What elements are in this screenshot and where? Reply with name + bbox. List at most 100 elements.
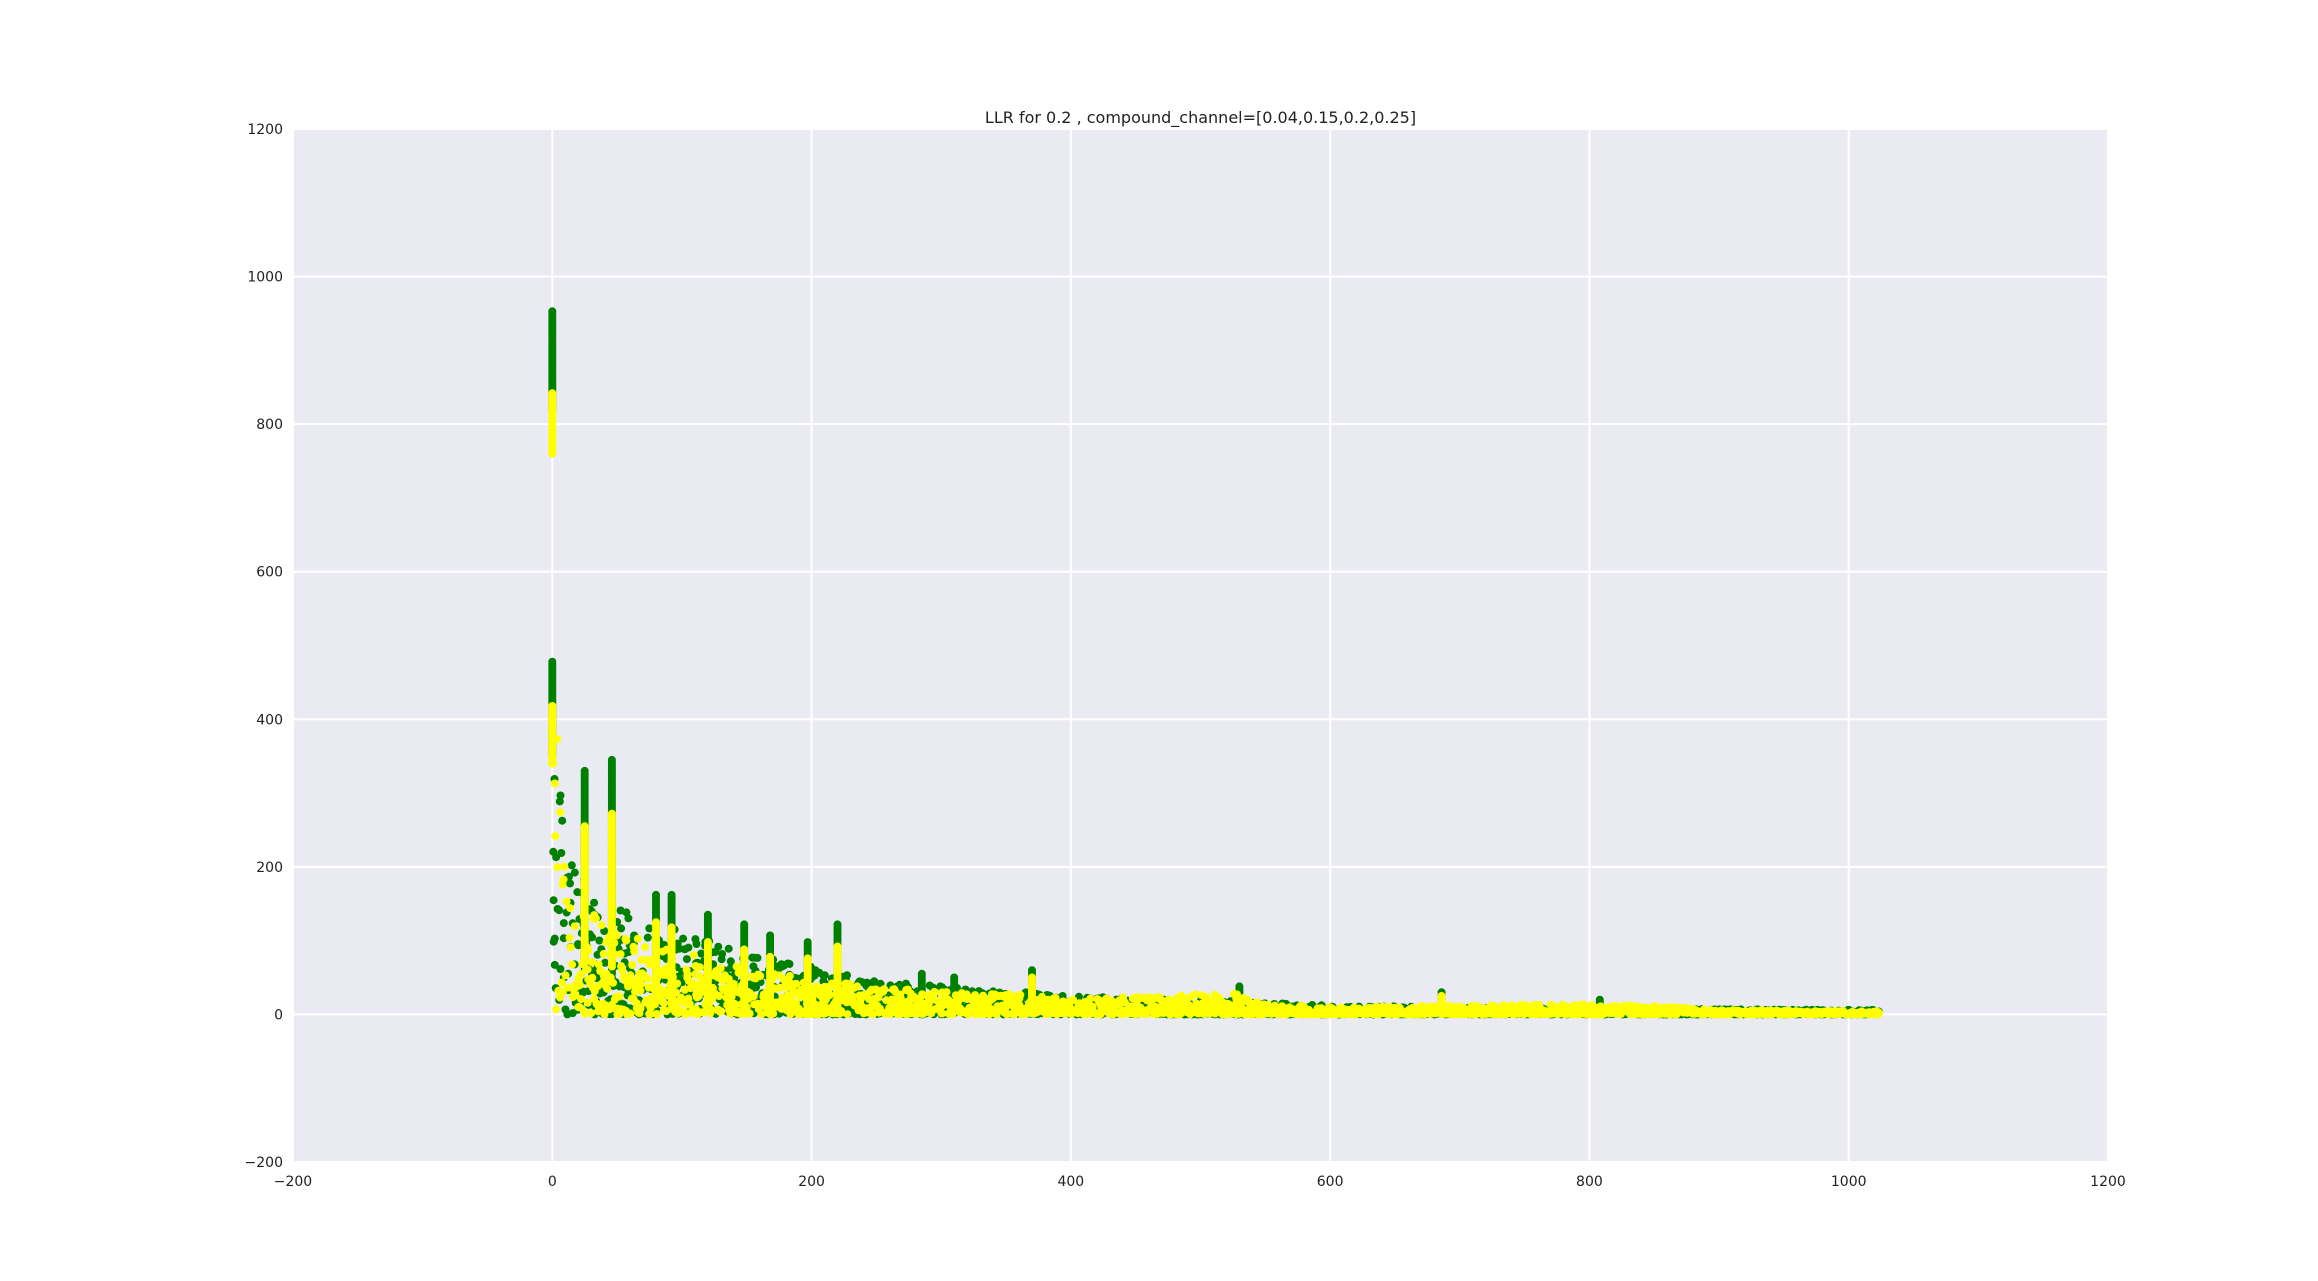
data-point xyxy=(943,988,951,996)
data-point xyxy=(634,935,642,943)
data-point xyxy=(660,999,668,1007)
data-point xyxy=(696,963,704,971)
data-point xyxy=(571,922,579,930)
data-point xyxy=(618,967,626,975)
data-point xyxy=(577,995,585,1003)
data-point xyxy=(548,389,556,397)
data-point xyxy=(581,767,589,775)
data-point xyxy=(930,988,938,996)
data-point xyxy=(679,935,687,943)
data-point xyxy=(588,974,596,982)
data-point xyxy=(714,943,722,951)
data-point xyxy=(1191,990,1199,998)
data-point xyxy=(566,904,574,912)
data-point xyxy=(1028,966,1036,974)
data-point xyxy=(1016,991,1024,999)
data-point xyxy=(717,964,725,972)
data-point xyxy=(617,950,625,958)
data-point xyxy=(750,992,758,1000)
data-point xyxy=(740,920,748,928)
data-point xyxy=(641,943,649,951)
data-point xyxy=(552,1005,560,1013)
data-point xyxy=(576,981,584,989)
data-point xyxy=(551,832,559,840)
data-point xyxy=(566,934,574,942)
data-point xyxy=(624,914,632,922)
data-point xyxy=(555,906,563,914)
data-point xyxy=(754,954,762,962)
data-point xyxy=(804,938,812,946)
data-point xyxy=(1875,1008,1883,1016)
data-point xyxy=(683,955,691,963)
data-point xyxy=(786,960,794,968)
data-point xyxy=(568,961,576,969)
data-point xyxy=(558,979,566,987)
data-point xyxy=(626,971,634,979)
data-point xyxy=(571,869,579,877)
data-point xyxy=(556,797,564,805)
data-point xyxy=(556,808,564,816)
data-point xyxy=(853,982,861,990)
data-point xyxy=(1086,995,1094,1003)
data-point xyxy=(834,920,842,928)
data-point xyxy=(690,951,698,959)
data-point xyxy=(560,863,568,871)
data-point xyxy=(652,891,660,899)
data-point xyxy=(644,934,652,942)
data-point xyxy=(562,971,570,979)
data-point xyxy=(600,950,608,958)
data-point xyxy=(588,933,596,941)
data-point xyxy=(548,307,556,315)
data-point xyxy=(560,876,568,884)
data-point xyxy=(630,947,638,955)
data-point xyxy=(558,817,566,825)
data-point xyxy=(637,980,645,988)
data-point xyxy=(556,965,564,973)
data-point xyxy=(622,937,630,945)
data-point xyxy=(725,945,733,953)
data-point xyxy=(550,896,558,904)
data-point xyxy=(950,974,958,982)
data-point xyxy=(615,993,623,1001)
data-point xyxy=(843,971,851,979)
data-point xyxy=(652,918,660,926)
data-point xyxy=(880,985,888,993)
data-point xyxy=(608,756,616,764)
data-point xyxy=(581,822,589,830)
data-point xyxy=(668,891,676,899)
data-point xyxy=(918,970,926,978)
data-point xyxy=(693,940,701,948)
data-point xyxy=(603,985,611,993)
data-point xyxy=(609,979,617,987)
data-point xyxy=(560,919,568,927)
data-point xyxy=(567,943,575,951)
data-point xyxy=(628,961,636,969)
data-point xyxy=(637,987,645,995)
data-point xyxy=(595,937,603,945)
data-point xyxy=(1235,982,1243,990)
data-point xyxy=(587,1009,595,1017)
data-point xyxy=(598,921,606,929)
data-point xyxy=(553,863,561,871)
data-point xyxy=(717,1007,725,1015)
data-point xyxy=(756,972,764,980)
data-point xyxy=(826,991,834,999)
data-point xyxy=(821,971,829,979)
data-point xyxy=(766,932,774,940)
data-point xyxy=(568,861,576,869)
data-point xyxy=(704,911,712,919)
data-point xyxy=(684,944,692,952)
data-point xyxy=(608,810,616,818)
data-point xyxy=(843,1010,851,1018)
data-point xyxy=(551,935,559,943)
data-point xyxy=(592,914,600,922)
data-point xyxy=(718,950,726,958)
data-point xyxy=(548,702,556,710)
data-point xyxy=(644,975,652,983)
data-point xyxy=(557,849,565,857)
data-point xyxy=(626,1010,634,1018)
data-point xyxy=(683,966,691,974)
data-point xyxy=(786,972,794,980)
